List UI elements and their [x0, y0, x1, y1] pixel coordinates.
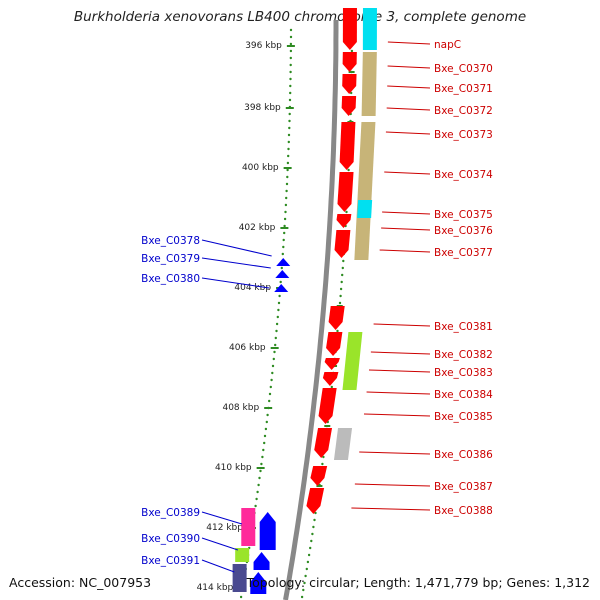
scale-label: 410 kbp	[215, 463, 252, 473]
forward-gene-leader	[385, 131, 431, 135]
reverse-gene-leader	[201, 537, 239, 551]
reverse-gene-leader	[201, 277, 270, 289]
cog-box-cyan	[357, 200, 373, 218]
cog-box-grey	[333, 428, 353, 460]
forward-gene-leader	[381, 227, 431, 231]
forward-gene-leader	[382, 211, 431, 215]
cog-box-lime	[342, 332, 363, 390]
reverse-gene-leader	[201, 559, 235, 573]
forward-gene-label[interactable]: Bxe_C0388	[434, 505, 493, 517]
forward-gene-arrow[interactable]	[339, 122, 356, 170]
forward-gene-arrow[interactable]	[342, 52, 357, 72]
forward-gene-leader	[373, 323, 431, 327]
reverse-gene-arrow[interactable]	[259, 512, 276, 550]
forward-gene-label[interactable]: Bxe_C0387	[434, 481, 493, 493]
topology-text: Topology: circular; Length: 1,471,779 bp…	[246, 575, 590, 590]
forward-gene-arrow[interactable]	[326, 332, 343, 356]
forward-gene-label[interactable]: Bxe_C0371	[434, 83, 493, 95]
forward-gene-arrow[interactable]	[342, 8, 357, 50]
scale-label: 404 kbp	[234, 283, 271, 293]
forward-gene-label[interactable]: Bxe_C0370	[434, 63, 493, 75]
forward-gene-leader	[351, 507, 431, 511]
forward-gene-label[interactable]: Bxe_C0386	[434, 449, 493, 461]
forward-gene-label[interactable]: Bxe_C0373	[434, 129, 493, 141]
reverse-gene-arrow[interactable]	[276, 258, 291, 266]
forward-gene-leader	[386, 107, 431, 111]
scale-label: 406 kbp	[229, 343, 266, 353]
forward-gene-arrow[interactable]	[337, 172, 354, 212]
reverse-gene-leader	[201, 511, 243, 525]
forward-gene-leader	[366, 391, 431, 395]
reverse-gene-label[interactable]: Bxe_C0380	[141, 273, 200, 285]
scale-label: 396 kbp	[245, 41, 282, 51]
scale-label: 414 kbp	[197, 583, 234, 593]
forward-gene-arrow[interactable]	[328, 306, 345, 330]
forward-gene-label[interactable]: Bxe_C0375	[434, 209, 493, 221]
forward-gene-arrow[interactable]	[324, 358, 340, 370]
forward-gene-label[interactable]: Bxe_C0372	[434, 105, 493, 117]
forward-gene-leader	[387, 85, 431, 89]
forward-gene-leader	[359, 451, 431, 455]
forward-gene-leader	[387, 41, 431, 45]
forward-gene-arrow[interactable]	[310, 466, 328, 486]
cog-box-tan	[361, 52, 377, 116]
reverse-gene-label[interactable]: Bxe_C0391	[141, 555, 200, 567]
forward-gene-leader	[370, 351, 431, 355]
forward-gene-leader	[354, 483, 431, 487]
chromosome-backbone	[283, 20, 339, 600]
reverse-gene-arrow[interactable]	[250, 572, 267, 594]
cog-box-lime	[235, 548, 250, 562]
reverse-gene-arrow[interactable]	[274, 284, 289, 292]
reverse-gene-leader	[201, 257, 271, 269]
forward-gene-label[interactable]: Bxe_C0382	[434, 349, 493, 361]
forward-gene-label[interactable]: Bxe_C0374	[434, 169, 493, 181]
forward-gene-arrow[interactable]	[342, 74, 357, 94]
forward-gene-leader	[384, 171, 431, 175]
forward-gene-arrow[interactable]	[314, 428, 333, 458]
forward-gene-label[interactable]: Bxe_C0381	[434, 321, 493, 333]
forward-gene-label[interactable]: Bxe_C0376	[434, 225, 493, 237]
reverse-gene-label[interactable]: Bxe_C0378	[141, 235, 200, 247]
scale-label: 402 kbp	[239, 223, 276, 233]
forward-gene-label[interactable]: Bxe_C0377	[434, 247, 493, 259]
forward-gene-arrow[interactable]	[306, 488, 325, 514]
reverse-gene-label[interactable]: Bxe_C0390	[141, 533, 200, 545]
forward-gene-label[interactable]: napC	[434, 39, 461, 51]
cog-box-cyan	[362, 8, 377, 50]
reverse-gene-label[interactable]: Bxe_C0379	[141, 253, 200, 265]
scale-label: 412 kbp	[206, 523, 243, 533]
scale-label: 408 kbp	[222, 403, 259, 413]
forward-gene-arrow[interactable]	[341, 96, 357, 116]
reverse-gene-leader	[201, 239, 272, 257]
reverse-gene-arrow[interactable]	[253, 552, 270, 570]
forward-gene-leader	[387, 65, 431, 69]
scale-label: 398 kbp	[244, 103, 281, 113]
map-title: Burkholderia xenovorans LB400 chromosome…	[73, 9, 527, 25]
cog-box-tan	[354, 122, 376, 260]
forward-gene-label[interactable]: Bxe_C0385	[434, 411, 493, 423]
forward-gene-label[interactable]: Bxe_C0383	[434, 367, 493, 379]
accession-text: Accession: NC_007953	[9, 575, 152, 590]
reverse-gene-label[interactable]: Bxe_C0389	[141, 507, 200, 519]
cog-box-magenta	[241, 508, 256, 546]
forward-gene-arrow[interactable]	[334, 230, 351, 258]
reverse-gene-arrow[interactable]	[275, 270, 290, 278]
scale-dots-right	[300, 28, 354, 599]
forward-gene-label[interactable]: Bxe_C0384	[434, 389, 493, 401]
forward-gene-arrow[interactable]	[336, 214, 352, 228]
forward-gene-leader	[363, 413, 431, 417]
forward-gene-arrow[interactable]	[318, 388, 337, 424]
scale-label: 400 kbp	[242, 163, 279, 173]
cog-box-navy	[232, 564, 247, 592]
forward-gene-leader	[368, 369, 431, 373]
forward-gene-leader	[379, 249, 431, 253]
forward-gene-arrow[interactable]	[322, 372, 339, 386]
